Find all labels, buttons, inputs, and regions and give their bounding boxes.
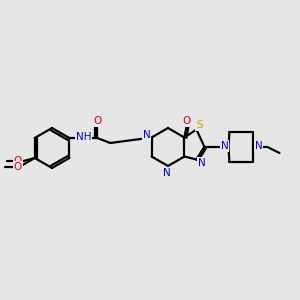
Text: N: N bbox=[163, 168, 171, 178]
Text: O: O bbox=[93, 116, 101, 126]
Text: O: O bbox=[14, 162, 22, 172]
Text: N: N bbox=[143, 130, 150, 140]
Text: O: O bbox=[14, 156, 22, 166]
Text: O: O bbox=[182, 116, 190, 125]
Text: S: S bbox=[196, 119, 203, 130]
Text: N: N bbox=[255, 141, 262, 151]
Text: NH: NH bbox=[76, 132, 91, 142]
Text: N: N bbox=[220, 141, 228, 151]
Text: N: N bbox=[198, 158, 205, 169]
